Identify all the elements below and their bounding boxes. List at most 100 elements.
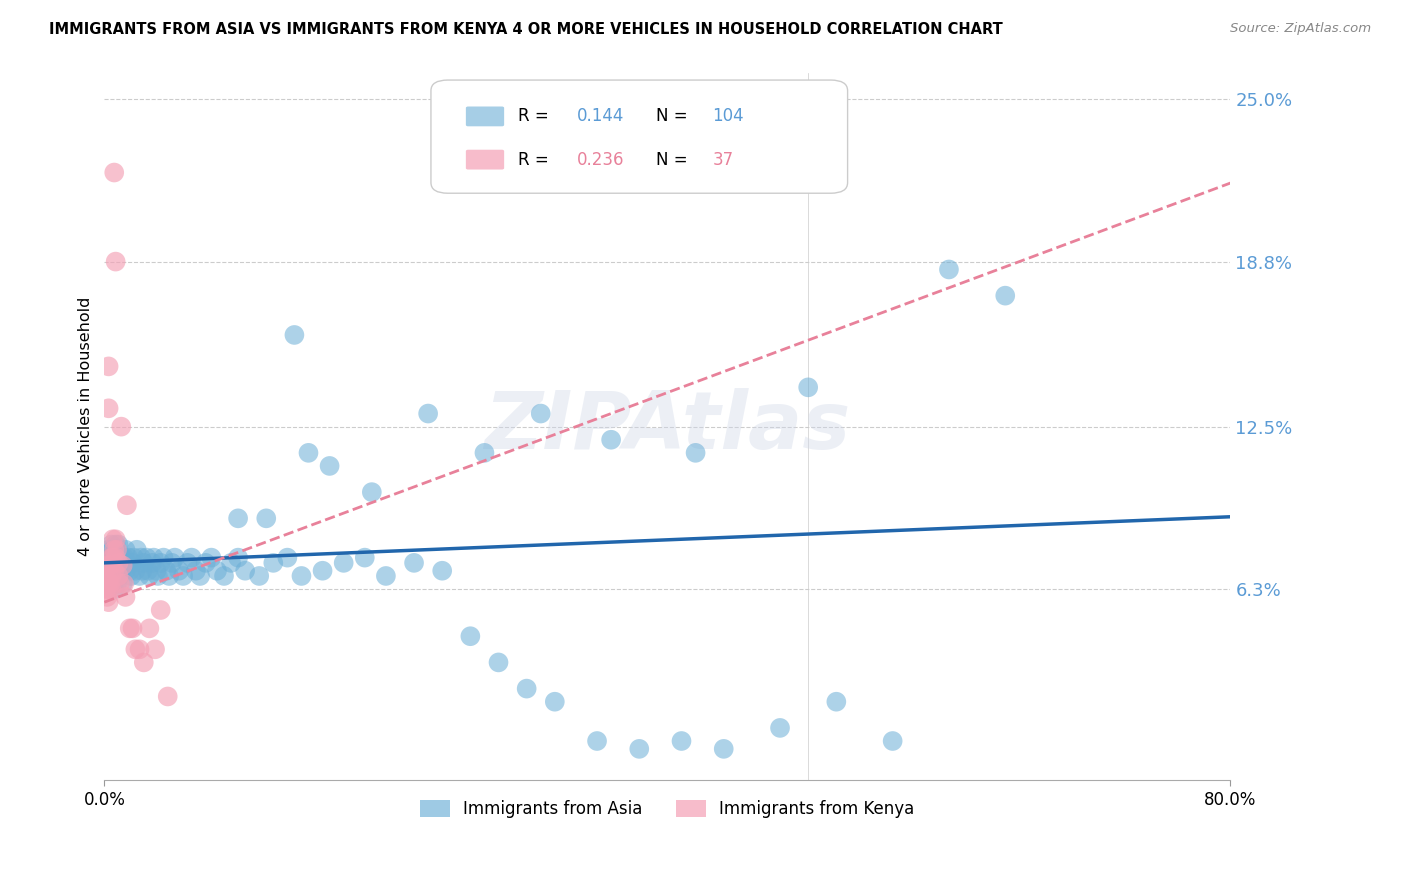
Point (98, 558, 121, 573)
Point (418, 407, 440, 421)
Point (600, 433, 623, 447)
Point (176, 556, 198, 570)
Point (149, 556, 172, 570)
Point (155, 564, 177, 578)
Point (94, 582, 117, 596)
Point (143, 642, 166, 657)
Point (110, 419, 132, 434)
Point (101, 542, 124, 557)
Point (101, 550, 124, 565)
Point (994, 288, 1017, 302)
Point (200, 550, 222, 565)
Point (544, 695, 567, 709)
Point (146, 569, 169, 583)
Point (129, 550, 152, 565)
Point (142, 550, 165, 565)
Point (100, 569, 122, 583)
Point (104, 254, 127, 268)
Point (110, 564, 132, 578)
Point (132, 656, 155, 670)
Point (97, 542, 120, 557)
Legend: Immigrants from Asia, Immigrants from Kenya: Immigrants from Asia, Immigrants from Ke… (413, 794, 921, 825)
Point (172, 569, 194, 583)
Point (184, 564, 207, 578)
Point (97, 595, 120, 609)
Point (205, 564, 228, 578)
Point (94, 569, 117, 583)
Point (96, 558, 118, 573)
Point (180, 550, 202, 565)
Text: 0.144: 0.144 (578, 107, 624, 126)
Point (97, 569, 120, 583)
Point (247, 569, 270, 583)
Point (474, 446, 496, 460)
Point (96, 553, 118, 567)
Point (115, 556, 138, 570)
Point (167, 564, 190, 578)
Point (100, 537, 122, 551)
Point (360, 485, 382, 500)
Point (120, 569, 142, 583)
Point (132, 556, 155, 570)
Point (254, 511, 277, 525)
Point (110, 550, 132, 565)
Point (219, 556, 242, 570)
Point (145, 564, 167, 578)
Point (107, 550, 129, 565)
Point (107, 569, 129, 583)
Point (124, 642, 146, 657)
Point (290, 569, 312, 583)
FancyBboxPatch shape (465, 106, 505, 127)
Point (114, 542, 136, 557)
Point (332, 556, 354, 570)
Point (101, 564, 124, 578)
FancyBboxPatch shape (465, 150, 505, 169)
Point (122, 550, 145, 565)
Point (156, 690, 179, 704)
Point (108, 577, 131, 591)
Text: R =: R = (517, 151, 554, 169)
Point (107, 537, 129, 551)
Text: N =: N = (657, 107, 693, 126)
Point (628, 742, 651, 756)
Point (96, 577, 118, 591)
Point (108, 556, 131, 570)
FancyBboxPatch shape (432, 80, 848, 194)
Point (297, 446, 319, 460)
Point (283, 328, 305, 343)
Point (104, 564, 127, 578)
Point (262, 556, 284, 570)
Point (103, 582, 125, 596)
Point (128, 569, 150, 583)
Point (769, 721, 792, 735)
Point (107, 564, 129, 578)
Point (152, 550, 174, 565)
Point (111, 558, 134, 573)
Point (104, 533, 127, 547)
Point (100, 550, 122, 565)
Point (97, 582, 120, 596)
Point (432, 564, 454, 578)
Point (98, 577, 121, 591)
Point (114, 590, 136, 604)
Point (131, 564, 153, 578)
Point (112, 550, 135, 565)
Point (141, 556, 163, 570)
Point (882, 734, 904, 748)
Point (136, 564, 159, 578)
Point (100, 558, 122, 573)
Point (516, 681, 538, 696)
Point (402, 556, 425, 570)
Point (101, 533, 124, 547)
Point (103, 165, 125, 179)
Point (135, 550, 157, 565)
Point (374, 569, 396, 583)
Text: ZIPAtlas: ZIPAtlas (484, 388, 851, 466)
Point (124, 564, 146, 578)
Point (713, 742, 735, 756)
Point (138, 621, 160, 635)
Point (353, 550, 375, 565)
Point (163, 550, 186, 565)
Point (797, 380, 820, 394)
Text: R =: R = (517, 107, 554, 126)
